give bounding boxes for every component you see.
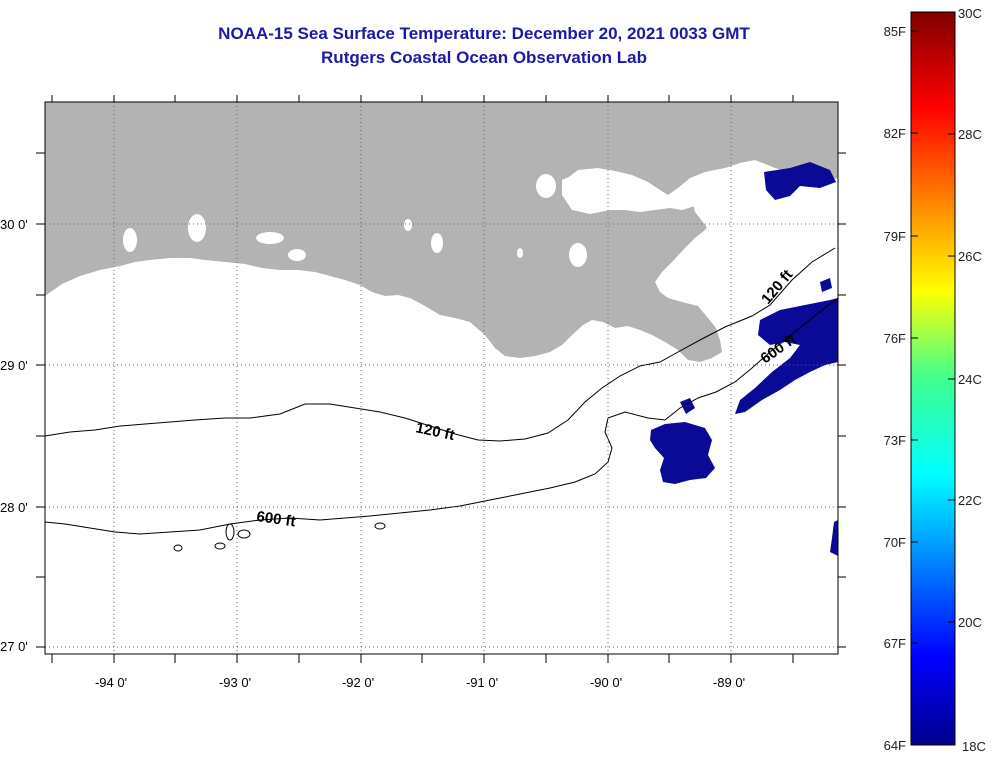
lon-label-90: -90 0' [590, 675, 622, 690]
colorbar-label-28c: 28C [958, 127, 982, 142]
colorbar-label-26c: 26C [958, 249, 982, 264]
latitude-labels: 30 0' 29 0' 28 0' 27 0' [0, 217, 28, 654]
lon-label-91: -91 0' [466, 675, 498, 690]
cold-water-patches [650, 162, 838, 556]
colorbar-label-85f: 85F [884, 24, 906, 39]
colorbar-label-67f: 67F [884, 636, 906, 651]
colorbar-label-73f: 73F [884, 433, 906, 448]
lat-label-28: 28 0' [0, 500, 28, 515]
colorbar-label-82f: 82F [884, 126, 906, 141]
colorbar-ticks [911, 30, 955, 644]
colorbar-label-24c: 24C [958, 372, 982, 387]
contour-600ft [45, 297, 838, 535]
map-title: NOAA-15 Sea Surface Temperature: Decembe… [218, 24, 750, 43]
depth-contours [45, 247, 838, 535]
colorbar-label-30c: 30C [958, 6, 982, 21]
colorbar-label-76f: 76F [884, 331, 906, 346]
lon-label-93: -93 0' [219, 675, 251, 690]
colorbar-celsius-labels: 30C 28C 26C 24C 22C 20C 18C [958, 6, 986, 754]
colorbar-label-22c: 22C [958, 493, 982, 508]
colorbar-label-70f: 70F [884, 535, 906, 550]
colorbar-label-18c: 18C [962, 739, 986, 754]
longitude-labels: -94 0' -93 0' -92 0' -91 0' -90 0' -89 0… [95, 675, 745, 690]
axis-ticks [36, 95, 846, 663]
map-subtitle: Rutgers Coastal Ocean Observation Lab [321, 48, 647, 67]
land-mass [45, 102, 838, 362]
contour-120ft [45, 247, 836, 442]
lat-label-27: 27 0' [0, 639, 28, 654]
contour-label-600ft: 600 ft [255, 508, 296, 530]
map-frame [44, 101, 839, 655]
lat-label-30: 30 0' [0, 217, 28, 232]
lon-label-89: -89 0' [713, 675, 745, 690]
graticule [45, 102, 838, 654]
lon-label-94: -94 0' [95, 675, 127, 690]
colorbar-label-20c: 20C [958, 615, 982, 630]
colorbar-label-79f: 79F [884, 229, 906, 244]
lon-label-92: -92 0' [342, 675, 374, 690]
lat-label-29: 29 0' [0, 358, 28, 373]
colorbar-fahrenheit-labels: 85F 82F 79F 76F 73F 70F 67F 64F [884, 24, 906, 753]
temperature-colorbar [910, 11, 956, 746]
colorbar-label-64f: 64F [884, 738, 906, 753]
